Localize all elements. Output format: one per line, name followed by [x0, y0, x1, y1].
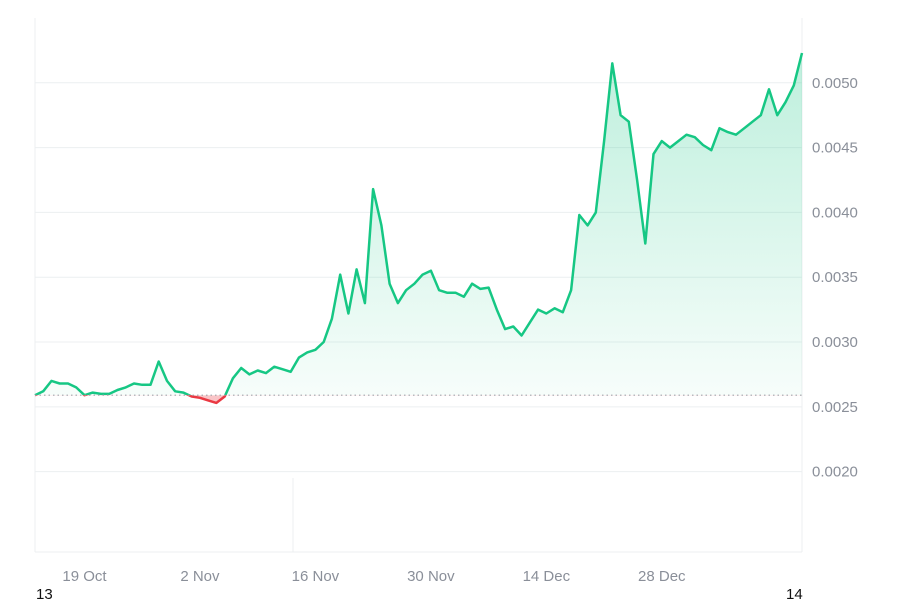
y-tick-label: 0.0035	[812, 269, 858, 286]
y-tick-label: 0.0050	[812, 75, 858, 92]
y-tick-label: 0.0025	[812, 399, 858, 416]
x-tick-label: 28 Dec	[638, 568, 686, 585]
price-area	[35, 53, 802, 403]
x-tick-label: 19 Oct	[62, 568, 107, 585]
y-tick-label: 0.0040	[812, 204, 858, 221]
y-axis-tick-labels: 0.0020 0.0025 0.0030 0.0035 0.0040 0.0045 0.00…	[812, 75, 858, 481]
x-tick-label: 30 Nov	[407, 568, 455, 585]
series-line-up	[34, 52, 804, 396]
area-above-baseline	[35, 53, 802, 396]
x-edge-label-right: 14	[786, 586, 803, 600]
y-tick-label: 0.0030	[812, 334, 858, 351]
x-axis-tick-labels: 19 Oct 2 Nov 16 Nov 30 Nov 14 Dec 28 Dec	[62, 568, 686, 585]
y-tick-label: 0.0045	[812, 140, 858, 157]
x-tick-label: 14 Dec	[523, 568, 571, 585]
x-edge-label-left: 13	[36, 586, 53, 600]
price-line	[34, 52, 804, 405]
y-tick-label: 0.0020	[812, 464, 858, 481]
x-tick-label: 2 Nov	[180, 568, 220, 585]
x-tick-label: 16 Nov	[292, 568, 340, 585]
